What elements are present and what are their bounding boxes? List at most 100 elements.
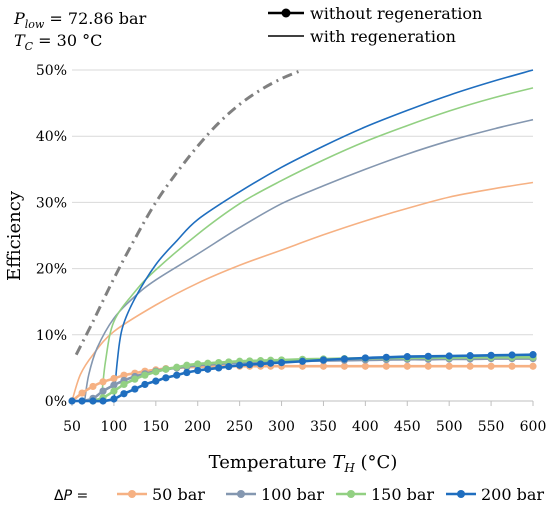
noregen-point-50-bar [529,362,537,370]
noregen-point-50-bar [382,362,390,370]
x-tick-label: 150 [142,419,169,435]
x-axis-label: Temperature TH (°C) [209,452,398,475]
noregen-point-150-bar [152,368,160,376]
x-tick-label: 400 [352,419,379,435]
y-tick-label: 10% [36,328,67,344]
y-tick-label: 20% [36,262,67,278]
noregen-point-200-bar [120,390,128,398]
legend-label: 200 bar [481,485,544,504]
noregen-point-100-bar [110,381,118,389]
legend-label: 150 bar [371,485,434,504]
noregen-point-200-bar [78,397,86,405]
dashdot-curve [74,68,304,356]
noregen-point-200-bar [424,352,432,360]
noregen-point-200-bar [298,357,307,365]
noregen-point-150-bar [110,387,118,395]
noregen-line-50-bar [71,364,533,403]
noregen-point-200-bar [277,359,286,367]
noregen-point-50-bar [424,362,432,370]
noregen-point-200-bar [215,364,223,372]
x-tick-label: 550 [478,419,505,435]
noregen-point-200-bar [487,351,495,359]
delta-p-prefix: ΔP = [54,488,88,504]
noregen-point-150-bar [162,365,170,373]
noregen-point-50-bar [508,362,516,370]
noregen-point-200-bar [225,362,233,371]
x-tick-label: 350 [310,419,337,435]
legend-swatch-dot [237,490,245,498]
noregen-point-200-bar [382,353,390,361]
noregen-point-150-bar [183,361,191,369]
regen-line-100-bar [83,118,534,402]
noregen-point-200-bar [246,360,254,369]
x-tick-label: 250 [226,419,253,435]
legend-swatch-dot [347,490,355,498]
noregen-point-50-bar [78,389,86,397]
y-tick-label: 40% [36,129,67,145]
noregen-point-50-bar [340,362,349,370]
x-tick-label: 450 [394,419,421,435]
noregen-point-200-bar [194,366,202,375]
noregen-point-200-bar [361,354,369,362]
top-legend: without regeneration with regeneration [268,4,482,46]
grid [72,69,533,336]
noregen-point-200-bar [183,368,191,377]
noregen-point-150-bar [204,359,212,367]
axes: 0% 10% 20% 30% 40% 50% 50 100 150 200 250 300 350 400… [36,63,546,435]
legend-line-label: with regeneration [310,27,456,46]
regen-line-150-bar [100,87,534,402]
x-tick-label: 100 [101,419,128,435]
y-tick-label: 0% [45,394,67,410]
noregen-point-200-bar [173,371,181,379]
noregen-point-150-bar [215,359,223,367]
x-tick-label: 200 [184,419,211,435]
noregen-point-50-bar [445,362,453,370]
noregen-point-200-bar [99,397,107,405]
legend-label: 50 bar [152,485,205,504]
y-axis-label: Efficiency [4,190,25,281]
noregen-point-200-bar [508,351,516,359]
noregen-point-50-bar [319,362,328,370]
pressure-annotation: Plow = 72.86 bar [13,9,147,31]
legend-swatch-dot [457,490,465,498]
noregen-point-200-bar [236,361,244,369]
noregen-point-50-bar [120,371,128,379]
x-tick-label: 500 [436,419,463,435]
y-tick-label: 30% [36,195,67,211]
legend-markers-label: without regeneration [310,4,482,23]
x-tick-label: 600 [520,419,547,435]
noregen-point-50-bar [487,362,495,370]
noregen-point-200-bar [445,352,453,360]
noregen-point-50-bar [99,378,107,386]
noregen-point-50-bar [403,362,411,370]
temperature-annotation: TC = 30 °C [14,31,102,53]
regen-line-200-bar [113,69,534,402]
bottom-legend: ΔP = 50 bar 100 bar 150 bar 200 bar [54,485,544,504]
noregen-point-200-bar [141,380,149,389]
noregen-point-200-bar [162,374,170,382]
noregen-point-100-bar [99,387,107,395]
y-tick-label: 50% [36,63,67,79]
plot-area [68,68,537,405]
noregen-point-200-bar [110,395,118,403]
noregen-point-50-bar [89,382,97,391]
noregen-point-200-bar [267,359,275,367]
noregen-point-150-bar [141,371,149,379]
legend-swatch-dot [128,490,136,498]
legend-label: 100 bar [261,485,324,504]
noregen-point-50-bar [110,374,118,383]
noregen-point-200-bar [152,377,160,385]
noregen-point-200-bar [319,356,328,364]
noregen-point-200-bar [204,365,212,373]
x-tick-label: 300 [268,419,295,435]
noregen-point-200-bar [89,397,97,405]
noregen-point-150-bar [173,363,181,371]
noregen-point-200-bar [68,397,76,405]
noregen-point-200-bar [131,385,139,393]
noregen-point-200-bar [340,355,349,363]
noregen-point-50-bar [466,362,474,370]
noregen-point-50-bar [298,362,307,370]
noregen-point-150-bar [120,380,128,389]
noregen-point-50-bar [361,362,369,370]
noregen-point-200-bar [466,352,474,360]
